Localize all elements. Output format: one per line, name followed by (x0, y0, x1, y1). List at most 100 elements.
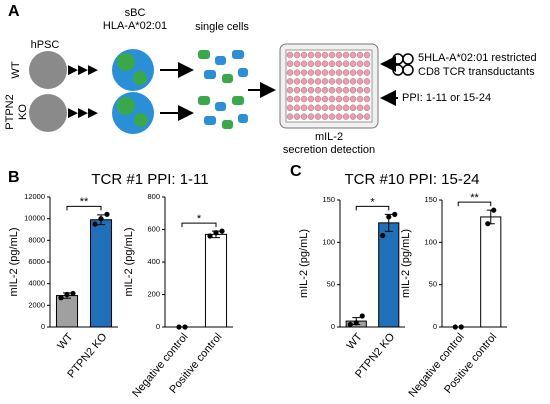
well (335, 60, 343, 68)
well (349, 69, 357, 76)
well (321, 69, 329, 76)
well (349, 78, 357, 85)
well (342, 104, 350, 112)
well (314, 104, 322, 112)
bar (55, 295, 79, 328)
well (342, 60, 350, 68)
y-tick-label: 0 (156, 322, 160, 331)
y-axis-label: mIL-2 (pg/mL) (123, 227, 135, 296)
y-tick-label: 4000 (28, 279, 45, 288)
label: PTPN2 (4, 94, 16, 129)
well (342, 95, 350, 103)
label: KO (17, 104, 29, 120)
significance-bracket (66, 205, 102, 211)
well (349, 113, 357, 120)
well (342, 69, 350, 76)
panel-title: TCR #1 PPI: 1-11 (91, 171, 208, 188)
significance-label: ** (470, 192, 479, 204)
y-tick-label: 800 (147, 192, 160, 201)
data-point (176, 324, 182, 330)
well (307, 69, 315, 76)
well (286, 104, 294, 112)
well (286, 51, 294, 59)
panel-label: A (8, 3, 20, 20)
well (314, 60, 322, 68)
well (314, 113, 322, 120)
label: hPSC (31, 39, 60, 51)
well (328, 95, 336, 103)
well (321, 60, 329, 68)
data-point (58, 295, 64, 301)
label: PPI: 1-11 or 15-24 (402, 92, 491, 104)
panel-label: C (290, 163, 302, 180)
bar (480, 216, 502, 328)
well (363, 51, 371, 59)
significance-bracket (355, 205, 390, 211)
well (328, 60, 336, 68)
well (314, 78, 322, 85)
data-point (485, 221, 491, 227)
y-tick-label: 150 (424, 195, 437, 204)
data-point (219, 228, 225, 234)
well (307, 95, 315, 103)
data-point (392, 211, 398, 217)
data-point (353, 320, 359, 326)
plate (279, 43, 379, 129)
panel-title: TCR #10 PPI: 15-24 (344, 171, 479, 188)
well (293, 51, 301, 59)
well (286, 95, 294, 103)
well (335, 104, 343, 112)
data-point (182, 324, 188, 330)
well (335, 113, 343, 120)
well (335, 95, 343, 103)
bar (204, 233, 228, 328)
svg-text:▶▶▶: ▶▶▶ (68, 61, 98, 76)
well (328, 86, 336, 94)
well (342, 78, 350, 85)
well (286, 60, 294, 68)
well (349, 51, 357, 59)
well (286, 69, 294, 76)
well (335, 78, 343, 85)
y-tick-label: 10000 (24, 214, 45, 223)
well (321, 51, 329, 59)
label: sBC (125, 7, 146, 19)
data-point (452, 324, 458, 330)
y-tick-label: 600 (147, 224, 160, 233)
well (363, 86, 371, 94)
bar (378, 222, 400, 328)
y-tick-label: 0 (331, 322, 335, 331)
well (314, 95, 322, 103)
y-tick-label: 0 (41, 322, 45, 331)
label: CD8 TCR transductants (418, 66, 535, 78)
x-tick-label: Negative control (406, 331, 466, 400)
label: HLA-A*02:01 (103, 20, 167, 32)
bar (89, 219, 113, 328)
well (286, 78, 294, 85)
well (286, 86, 294, 94)
well (300, 60, 308, 68)
well (314, 51, 322, 59)
data-point (207, 233, 213, 239)
y-axis-label: mIL-2 (pg/mL) (298, 229, 310, 298)
y-tick-label: 2000 (28, 300, 45, 309)
well (328, 104, 336, 112)
panel-label: B (8, 169, 20, 186)
well (293, 95, 301, 103)
data-point (491, 207, 497, 213)
label: WT (10, 61, 22, 78)
well (363, 95, 371, 103)
x-tick-label: WT (345, 331, 365, 352)
well (300, 95, 308, 103)
well (356, 51, 364, 59)
well (307, 60, 315, 68)
y-axis-label: mIL-2 (pg/mL) (400, 229, 412, 298)
significance-label: * (370, 196, 375, 208)
y-tick-label: 100 (424, 237, 437, 246)
well (356, 86, 364, 94)
well (300, 86, 308, 94)
well (307, 113, 315, 120)
data-point (380, 232, 386, 239)
y-tick-label: 50 (429, 280, 437, 289)
